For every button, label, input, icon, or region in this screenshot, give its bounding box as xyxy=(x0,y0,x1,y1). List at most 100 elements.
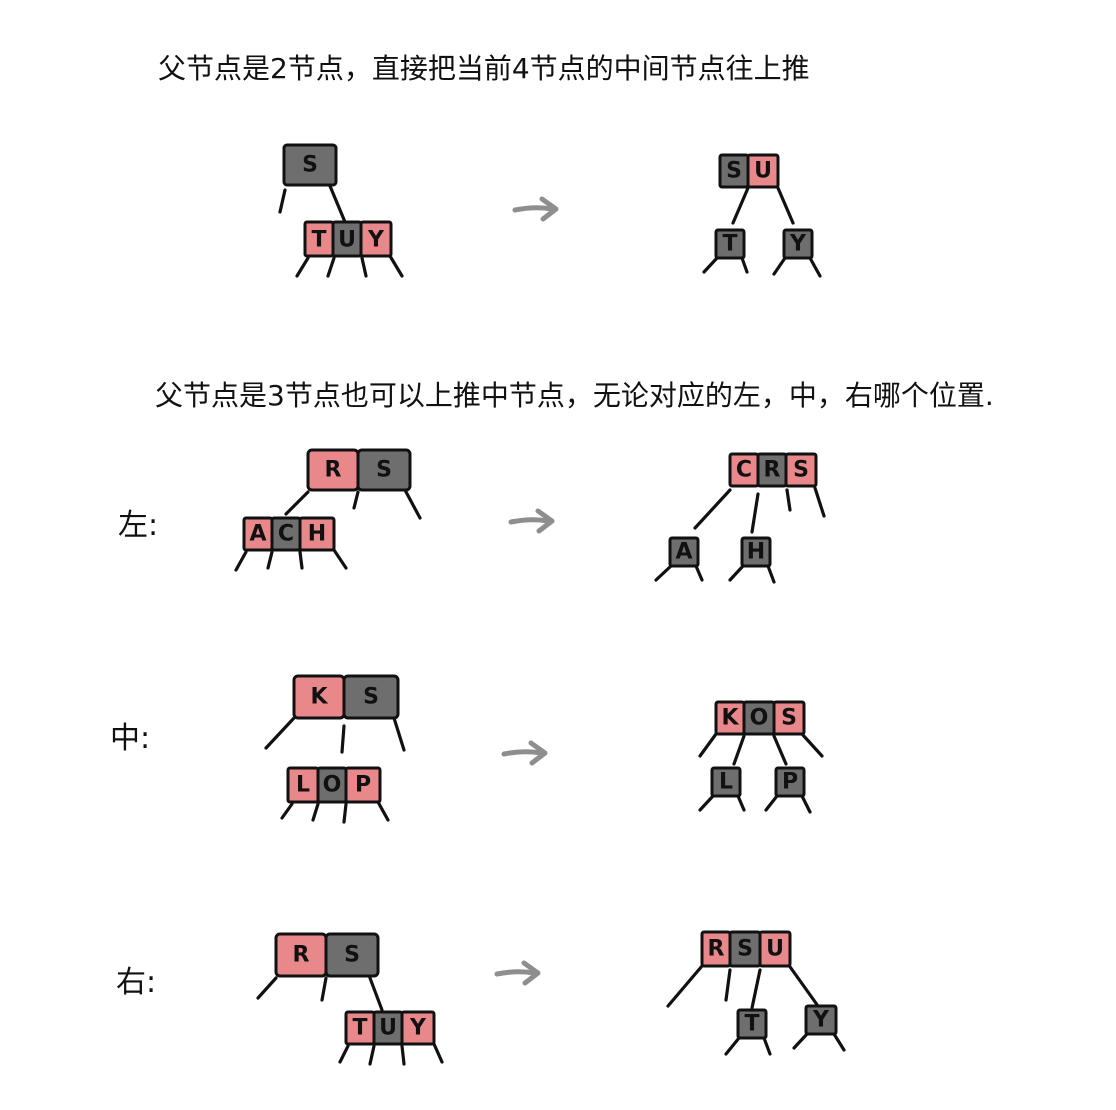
node-key: R xyxy=(764,458,781,483)
edge xyxy=(731,186,750,225)
edge xyxy=(736,794,746,812)
edge xyxy=(750,492,760,534)
diagram-middle: K S L O P K O S L xyxy=(264,674,824,824)
edge xyxy=(376,800,390,822)
edge xyxy=(800,794,812,814)
node-key: S xyxy=(726,159,742,184)
label-left: 左: xyxy=(118,508,158,543)
edge xyxy=(724,1036,741,1056)
edge xyxy=(724,968,732,1002)
node-key-box xyxy=(400,1010,436,1046)
node-key: P xyxy=(355,773,371,798)
edge xyxy=(298,550,304,570)
edge xyxy=(772,734,788,766)
node-key-box xyxy=(804,1004,838,1036)
edge xyxy=(698,732,718,758)
edge xyxy=(320,976,328,1002)
node-key: S xyxy=(793,458,809,483)
edge xyxy=(340,724,346,754)
edge xyxy=(792,1032,809,1050)
edge xyxy=(740,256,749,274)
edge xyxy=(432,1042,444,1064)
edge xyxy=(728,564,745,582)
node-key: P xyxy=(782,770,798,795)
caption-three-node: 父节点是3节点也可以上推中节点，无论对应的左，中，右哪个位置. xyxy=(155,379,994,412)
edge xyxy=(266,550,274,570)
edge xyxy=(278,188,287,214)
edge xyxy=(666,964,704,1008)
before-tree: R S A C H xyxy=(234,448,422,572)
edge xyxy=(800,732,824,758)
node-key: S xyxy=(737,937,753,962)
node-key-box xyxy=(772,700,806,736)
node-key-box xyxy=(714,228,746,260)
edge xyxy=(702,256,719,274)
diagram-right: R S T U Y R S U T xyxy=(256,930,846,1066)
edge xyxy=(772,256,787,276)
node-key-box xyxy=(359,220,393,258)
node-key: U xyxy=(379,1016,397,1041)
node-key-box xyxy=(342,674,400,720)
node-key: Y xyxy=(367,228,385,253)
node-key-box xyxy=(746,153,780,189)
node-key: Y xyxy=(812,1008,830,1033)
edge xyxy=(328,184,347,224)
edge xyxy=(776,186,795,225)
edge xyxy=(813,486,826,518)
node-key-box xyxy=(758,930,792,968)
node-key: S xyxy=(302,153,318,178)
edge xyxy=(764,794,779,812)
transform-arrow xyxy=(501,740,548,766)
edge xyxy=(388,254,404,278)
node-key: K xyxy=(721,706,739,731)
node-key: A xyxy=(249,522,266,547)
node-key-box xyxy=(784,452,818,488)
edge xyxy=(762,1036,772,1056)
node-key: A xyxy=(675,540,692,565)
node-key: R xyxy=(293,943,310,968)
edge xyxy=(360,256,368,278)
before-tree: R S T U Y xyxy=(256,932,444,1066)
after-tree: R S U T Y xyxy=(666,930,846,1056)
edge xyxy=(311,802,320,822)
node-key-box xyxy=(782,228,814,260)
transform-arrow xyxy=(494,960,541,986)
node-key-box xyxy=(710,766,742,798)
after-tree: S U T Y xyxy=(702,153,822,278)
node-key: H xyxy=(308,522,326,547)
node-key: T xyxy=(744,1012,759,1037)
before-tree: S T U Y xyxy=(278,143,404,278)
transform-arrow xyxy=(512,196,559,222)
node-key: H xyxy=(747,540,765,565)
node-key: L xyxy=(296,773,310,798)
edge xyxy=(693,488,732,530)
node-key-box xyxy=(740,536,772,568)
edge xyxy=(368,1044,376,1066)
node-key-box xyxy=(668,536,700,568)
node-key: O xyxy=(323,773,342,798)
edge xyxy=(352,490,360,510)
node-key: R xyxy=(708,937,725,962)
node-key: K xyxy=(310,685,328,710)
node-key: R xyxy=(325,458,342,483)
node-key-box xyxy=(774,766,806,798)
node-key: U xyxy=(754,159,772,184)
node-key: S xyxy=(376,458,392,483)
diagram-left: R S A C H C R S A xyxy=(234,448,826,584)
node-key: T xyxy=(311,228,326,253)
node-key: S xyxy=(781,706,797,731)
node-key: S xyxy=(344,943,360,968)
edge xyxy=(786,962,820,1008)
after-tree: C R S A H xyxy=(654,452,826,584)
edge xyxy=(832,1032,846,1052)
edge xyxy=(284,490,310,516)
edge xyxy=(342,802,348,824)
edge xyxy=(766,564,776,584)
node-key: U xyxy=(766,937,784,962)
edge xyxy=(392,716,406,752)
edge xyxy=(400,1044,406,1066)
edge xyxy=(264,716,296,750)
node-key: C xyxy=(278,522,294,547)
edge xyxy=(694,564,704,582)
edge xyxy=(750,968,762,1010)
